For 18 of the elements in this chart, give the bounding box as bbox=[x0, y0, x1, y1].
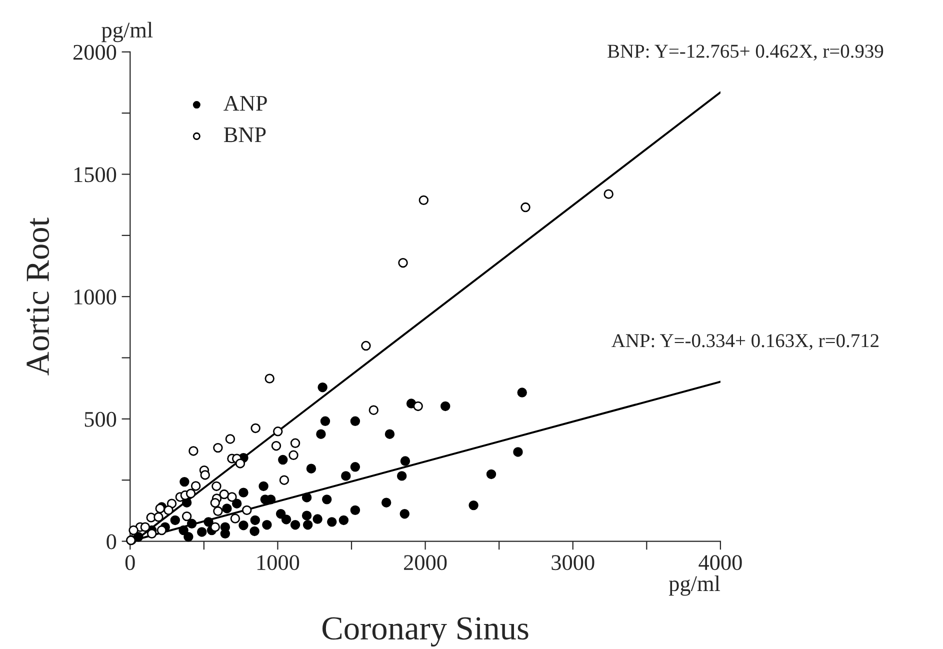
x-tick-label: 4000 bbox=[698, 555, 742, 570]
text: pg/ml bbox=[102, 22, 153, 42]
text: pg/ml bbox=[668, 576, 720, 596]
annotation: ANP: Y=-0.334+ 0.163X, r=0.712 bbox=[612, 334, 878, 350]
legend-label: BNP bbox=[224, 127, 266, 142]
x-axis-title: Coronary Sinus bbox=[322, 617, 528, 647]
legend-label: ANP bbox=[224, 96, 267, 111]
y-axis-title: Aortic Root bbox=[26, 218, 50, 376]
y-tick-label: 2000 bbox=[73, 44, 116, 60]
annotation: BNP: Y=-12.765+ 0.462X, r=0.939 bbox=[608, 44, 884, 61]
y-tick-label: 500 bbox=[84, 412, 116, 427]
y-tick-label: 0 bbox=[106, 534, 116, 550]
x-tick-label: 1000 bbox=[257, 555, 300, 570]
x-tick-label: 3000 bbox=[552, 555, 594, 570]
x-tick-label: 0 bbox=[125, 555, 135, 570]
y-tick-label: 1500 bbox=[74, 167, 116, 182]
y-tick-label: 1000 bbox=[74, 290, 116, 305]
x-tick-label: 2000 bbox=[404, 555, 447, 570]
